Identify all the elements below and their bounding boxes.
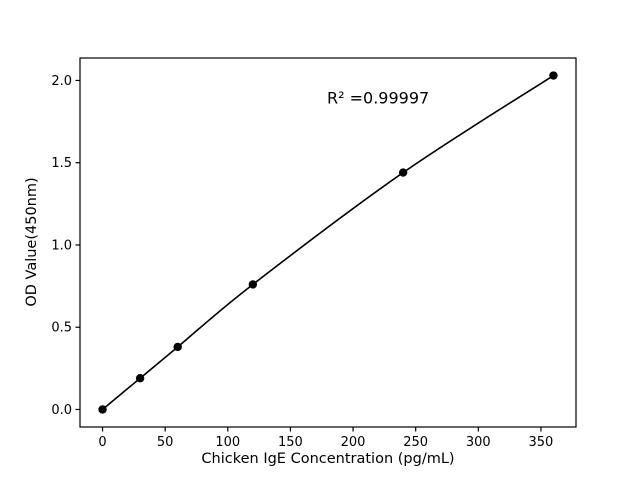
- y-tick-label: 1.0: [51, 238, 72, 253]
- x-tick-label: 100: [215, 435, 240, 450]
- data-point: [248, 280, 258, 289]
- data-point: [398, 168, 408, 177]
- y-tick-label: 1.5: [51, 156, 72, 171]
- x-tick-label: 200: [341, 435, 366, 450]
- x-tick-label: 50: [157, 435, 174, 450]
- plot-background: [80, 58, 576, 427]
- axes-box: [79, 57, 577, 428]
- x-tick-label: 350: [529, 435, 554, 450]
- ticks-layer: 0 50 100 150 200 250 300 350 0.0 0.5 1.0 1.5 2.0: [51, 74, 553, 450]
- y-tick-label: 2.0: [51, 74, 72, 89]
- data-point: [173, 342, 182, 352]
- x-tick-label: 150: [278, 435, 303, 450]
- series-layer: [98, 71, 558, 414]
- y-tick-label: 0.0: [51, 403, 72, 418]
- y-tick-label: 0.5: [51, 321, 72, 336]
- data-point: [135, 374, 145, 383]
- data-point: [98, 405, 107, 414]
- x-tick-label: 300: [466, 435, 491, 450]
- data-point: [549, 71, 558, 80]
- x-axis-label: Chicken IgE Concentration (pg/mL): [201, 451, 454, 467]
- x-tick-label: 250: [403, 435, 428, 450]
- y-axis-label: OD Value(450nm): [24, 177, 40, 306]
- r-squared-annotation: R² =0.99997: [327, 88, 429, 107]
- x-tick-label: 0: [98, 435, 106, 450]
